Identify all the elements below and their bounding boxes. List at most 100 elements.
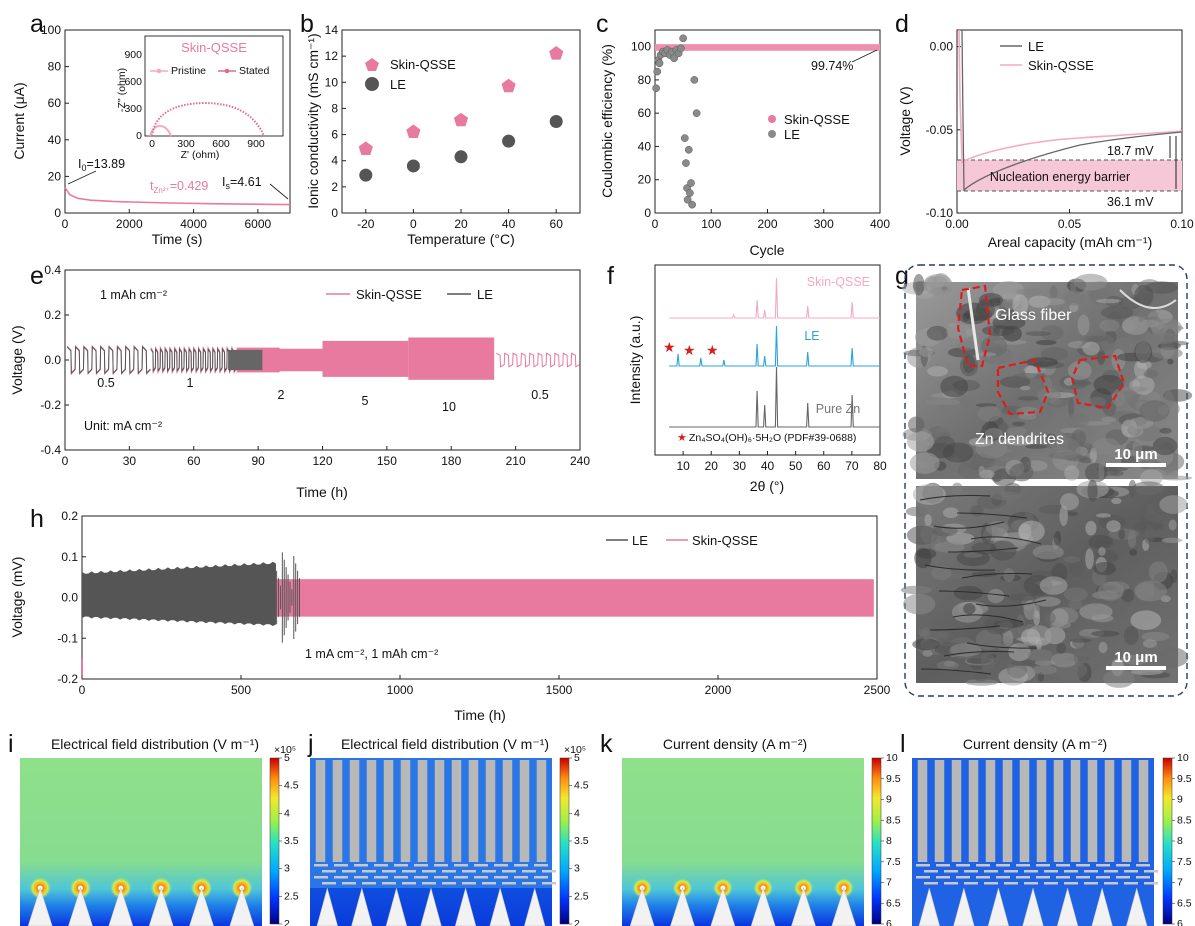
j-sheet <box>474 876 488 879</box>
b-le-point <box>406 159 420 173</box>
l-sheet <box>1084 870 1098 873</box>
panel-d-annot-1: 18.7 mV <box>1107 144 1154 158</box>
j-dendrite <box>351 887 373 926</box>
l-sheet <box>1056 876 1070 879</box>
sem-grain <box>1041 298 1065 306</box>
sem-grain <box>1018 520 1045 542</box>
j-sheet <box>314 876 328 879</box>
sem-grain <box>1059 505 1068 526</box>
panel-d-xlabel: Areal capacity (mAh cm⁻¹) <box>988 234 1153 250</box>
sem-grain <box>1020 385 1031 391</box>
sem-glass-fiber-1 <box>966 287 980 361</box>
l-sheet <box>976 864 990 867</box>
panel-c: Cycle Coulombic efficiency (%) 0 100 200 30… <box>599 29 890 258</box>
l-colorbar-label: 7 <box>1177 877 1183 889</box>
panel-b-xlabel: Temperature (°C) <box>407 231 515 247</box>
sem-grain <box>1121 319 1136 333</box>
inset-ylabel: -Z'' (ohm) <box>116 68 128 112</box>
panel-f-xlabel: 2θ (°) <box>750 478 784 494</box>
sem-crack <box>924 564 996 571</box>
sem-grain <box>1087 479 1098 502</box>
sem-grain <box>1100 305 1134 320</box>
inset-xtick-3: 900 <box>247 138 265 150</box>
sem-grain <box>1096 298 1122 304</box>
l-dendrite <box>1091 887 1113 926</box>
panel-b-ylabel: Ionic conductivity (mS cm⁻¹) <box>305 33 321 208</box>
sem-grain <box>924 514 932 526</box>
j-colorbar-exp: ×10⁵ <box>564 744 586 756</box>
j-fiber <box>349 760 360 862</box>
l-sheet <box>1144 882 1158 885</box>
e-skin-block-5 <box>322 340 409 377</box>
sem-grain <box>1039 576 1068 595</box>
c-xtick-label: 200 <box>757 217 777 231</box>
sem-grain <box>1007 593 1036 601</box>
k-dendrite <box>670 887 695 926</box>
legend-d-le-label: LE <box>1028 39 1044 54</box>
j-colorbar-label: 4 <box>574 807 580 819</box>
legend-c-skin-marker <box>768 115 776 123</box>
sem-grain <box>1098 546 1106 556</box>
j-colorbar <box>559 757 570 925</box>
inset-ytick-0: 0 <box>136 130 142 142</box>
h-xtick-label: 0 <box>79 683 86 697</box>
l-colorbar-label: 7.5 <box>1177 856 1192 868</box>
panel-l: 10 9.5 9 8.5 8 7.5 7 6.5 6 Current density (A m⁻²… <box>912 736 1192 926</box>
l-sheet <box>1144 870 1158 873</box>
sem-grain <box>1040 325 1064 341</box>
j-colorbar-label: 4.5 <box>574 780 589 792</box>
l-sheet <box>1024 870 1038 873</box>
sem-grain <box>1159 495 1188 514</box>
sem-grain <box>1127 530 1137 548</box>
panel-c-skin-series <box>655 44 880 51</box>
sem-grain <box>980 652 995 672</box>
sem-grain <box>956 550 991 566</box>
c-le-point <box>688 200 696 209</box>
sem-crack <box>966 642 1038 649</box>
panel-d: Areal capacity (mAh cm⁻¹) Voltage (V) 0.… <box>897 29 1194 250</box>
sem-grain <box>1123 626 1139 646</box>
sem-grain <box>953 585 983 601</box>
l-sheet <box>1024 882 1038 885</box>
panel-label-c: c <box>596 10 609 38</box>
l-sheet <box>976 876 990 879</box>
i-dendrite <box>68 887 93 926</box>
l-sheet <box>1104 882 1118 885</box>
l-dendrite <box>918 887 940 926</box>
panel-c-xlabel: Cycle <box>749 242 784 258</box>
sem-grain <box>942 442 974 463</box>
sem-grain <box>973 673 988 682</box>
sem-grain <box>1093 562 1116 576</box>
sem-grain <box>990 434 998 440</box>
b-ytick-label: 2 <box>331 180 338 194</box>
sem-grain <box>923 273 953 295</box>
k-colorbar-label: 10 <box>886 752 898 764</box>
k-dendrite <box>831 887 857 926</box>
j-dendrite <box>489 887 511 926</box>
a-ytick-label: 60 <box>48 96 62 110</box>
sem-grain <box>1143 639 1157 648</box>
sem-grain <box>1053 531 1062 546</box>
panel-e-xlabel: Time (h) <box>296 484 348 500</box>
inset-frame <box>144 35 284 137</box>
sem-grain <box>912 638 940 651</box>
j-sheet <box>434 876 448 879</box>
panel-c-annotation: 99.74% <box>811 59 853 73</box>
sem-grain <box>1151 347 1183 360</box>
k-colorbar <box>871 757 882 925</box>
sem-grain <box>1070 279 1077 296</box>
sem-grain <box>1130 668 1164 676</box>
a-xtick-label: 0 <box>62 217 69 231</box>
sem-grain <box>1111 389 1126 407</box>
j-sheet <box>322 882 336 885</box>
c-le-point <box>655 59 664 68</box>
sem-grain <box>1144 332 1178 345</box>
panel-e-unit: Unit: mA cm⁻² <box>84 419 162 433</box>
e-xtick-label: 210 <box>506 454 526 468</box>
e-le-block-2 <box>228 349 263 371</box>
h-xtick-label: 1000 <box>387 683 414 697</box>
l-fiber <box>1002 760 1013 862</box>
l-sheet <box>1056 864 1070 867</box>
sem-grain <box>1159 427 1172 434</box>
b-le-point <box>359 168 373 182</box>
